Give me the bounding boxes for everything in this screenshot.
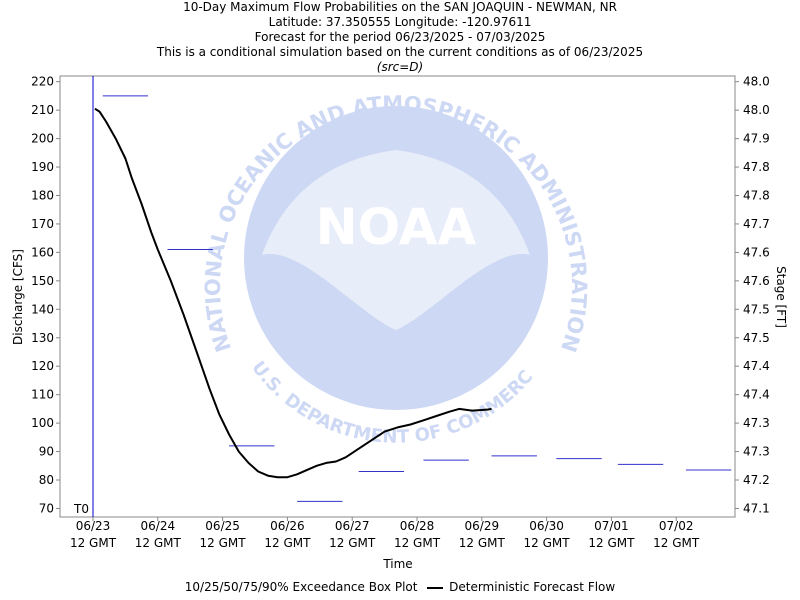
y-right-tick-label: 47.4 (743, 388, 770, 402)
chart-location: Latitude: 37.350555 Longitude: -120.9761… (268, 15, 532, 29)
y-tick-label: 150 (31, 274, 54, 288)
x-tick-date: 06/29 (465, 519, 500, 533)
y-right-tick-label: 47.4 (743, 359, 770, 373)
x-tick-time: 12 GMT (135, 536, 182, 550)
x-tick-date: 06/25 (205, 519, 240, 533)
y-right-tick-label: 47.7 (743, 217, 770, 231)
y-right-tick-label: 47.6 (743, 245, 770, 259)
y-tick-label: 70 (39, 501, 54, 515)
chart-period: Forecast for the period 06/23/2025 - 07/… (254, 30, 546, 44)
legend-box-plot: 10/25/50/75/90% Exceedance Box Plot (184, 580, 418, 594)
y-axis-label: Discharge [CFS] (11, 249, 25, 345)
y-tick-label: 180 (31, 188, 54, 202)
y-right-tick-label: 48.0 (743, 103, 770, 117)
plot-frame (59, 75, 736, 518)
chart-note: This is a conditional simulation based o… (156, 45, 644, 59)
y-right-tick-label: 47.5 (743, 302, 770, 316)
y-tick-label: 130 (31, 331, 54, 345)
y-tick-label: 140 (31, 302, 54, 316)
x-tick-time: 12 GMT (524, 536, 571, 550)
x-tick-time: 12 GMT (200, 536, 247, 550)
deterministic-forecast-line (94, 107, 492, 479)
y-tick-label: 220 (31, 75, 54, 89)
y-right-tick-label: 48.0 (743, 75, 770, 89)
y-tick-label: 200 (31, 132, 54, 146)
t0-label: T0 (73, 502, 89, 516)
y-right-tick-label: 47.5 (743, 331, 770, 345)
y-right-tick-label: 47.2 (743, 473, 770, 487)
x-tick-date: 06/26 (270, 519, 305, 533)
x-tick-date: 07/01 (594, 519, 629, 533)
y-right-tick-label: 47.9 (743, 132, 770, 146)
x-tick-time: 12 GMT (394, 536, 441, 550)
x-tick-time: 12 GMT (70, 536, 117, 550)
x-tick-date: 07/02 (659, 519, 694, 533)
x-tick-time: 12 GMT (329, 536, 376, 550)
x-tick-time: 12 GMT (653, 536, 700, 550)
x-tick-time: 12 GMT (459, 536, 506, 550)
marks-group: T0 (73, 76, 732, 517)
x-tick-date: 06/27 (335, 519, 370, 533)
chart-legend: 10/25/50/75/90% Exceedance Box Plot Dete… (0, 580, 800, 594)
x-tick-date: 06/28 (400, 519, 435, 533)
y-right-tick-label: 47.3 (743, 445, 770, 459)
noaa-logo-text: NOAA (316, 198, 477, 256)
x-axis-label: Time (382, 557, 412, 571)
chart-titles: 10-Day Maximum Flow Probabilities on the… (0, 0, 800, 75)
x-tick-date: 06/30 (529, 519, 564, 533)
y-tick-label: 80 (39, 473, 54, 487)
noaa-bird-shape (262, 150, 530, 330)
y-tick-label: 110 (31, 388, 54, 402)
y-tick-label: 170 (31, 217, 54, 231)
noaa-watermark: NOAA NATIONAL OCEANIC AND ATMOSPHERIC AD… (0, 0, 591, 448)
x-tick-time: 12 GMT (588, 536, 635, 550)
y-tick-label: 160 (31, 245, 54, 259)
x-tick-date: 06/23 (76, 519, 111, 533)
y-right-tick-label: 47.8 (743, 160, 770, 174)
x-tick-time: 12 GMT (264, 536, 311, 550)
y-tick-label: 190 (31, 160, 54, 174)
y-tick-label: 90 (39, 445, 54, 459)
y-tick-label: 120 (31, 359, 54, 373)
y-tick-label: 210 (31, 103, 54, 117)
y-axis-right-label: Stage [FT] (774, 266, 788, 328)
y-right-tick-label: 47.8 (743, 188, 770, 202)
y-right-tick-label: 47.3 (743, 416, 770, 430)
y-right-tick-label: 47.1 (743, 501, 770, 515)
y-right-tick-label: 47.6 (743, 274, 770, 288)
axes-group: 70 47.1 80 47.2 90 47.3 100 47.3 110 47.4 120 47.4 1… (31, 75, 770, 550)
legend-line-swatch (427, 586, 444, 589)
chart-source: (src=D) (376, 60, 424, 74)
y-tick-label: 100 (31, 416, 54, 430)
x-tick-date: 06/24 (141, 519, 176, 533)
chart-title: 10-Day Maximum Flow Probabilities on the… (183, 0, 617, 14)
legend-deterministic: Deterministic Forecast Flow (449, 580, 616, 594)
